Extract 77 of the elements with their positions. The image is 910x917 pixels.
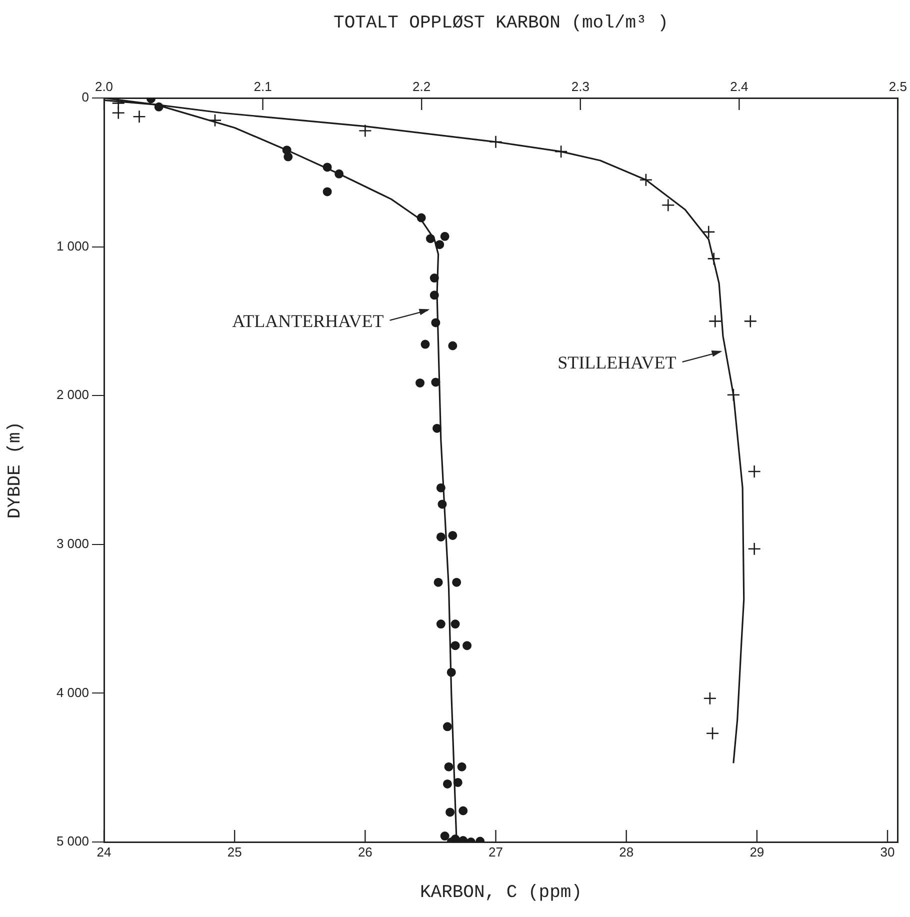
point bbox=[661, 198, 675, 212]
point bbox=[453, 778, 462, 787]
point bbox=[436, 532, 446, 542]
point bbox=[334, 169, 344, 178]
point bbox=[322, 162, 332, 172]
point bbox=[444, 762, 454, 772]
point bbox=[430, 290, 439, 300]
x2-axis-title: TOTALT OPPLØST KARBON (mol/m³ ) bbox=[334, 14, 668, 34]
point bbox=[435, 240, 444, 250]
x-tick-label: 25 bbox=[227, 844, 242, 860]
point bbox=[430, 274, 439, 283]
point bbox=[448, 341, 458, 350]
point bbox=[446, 808, 455, 817]
point bbox=[132, 110, 146, 124]
y-tick-label: 1 000 bbox=[56, 238, 89, 254]
x-tick-label: 28 bbox=[619, 844, 634, 860]
point bbox=[708, 314, 722, 328]
point bbox=[416, 378, 425, 388]
point bbox=[322, 187, 332, 196]
point bbox=[448, 530, 458, 540]
point bbox=[726, 388, 740, 402]
y-tick-label: 5 000 bbox=[56, 834, 89, 849]
point bbox=[450, 641, 460, 650]
point bbox=[284, 152, 293, 162]
point bbox=[440, 232, 450, 241]
annotation: ATLANTERHAVET bbox=[232, 311, 384, 332]
point bbox=[434, 578, 443, 587]
point bbox=[431, 318, 440, 328]
x-tick-label: 29 bbox=[750, 844, 764, 860]
point bbox=[446, 668, 456, 677]
point bbox=[639, 173, 653, 186]
point bbox=[358, 124, 372, 138]
x2-tick-label: 2.1 bbox=[254, 78, 272, 94]
point bbox=[457, 762, 466, 772]
point bbox=[112, 106, 126, 120]
point bbox=[416, 213, 426, 222]
x2-tick-label: 2.3 bbox=[571, 78, 590, 94]
point bbox=[112, 98, 126, 110]
point bbox=[440, 832, 450, 841]
point bbox=[462, 641, 472, 650]
point bbox=[458, 806, 468, 816]
x2-tick-label: 2.5 bbox=[888, 78, 908, 94]
y-axis-title: DYBDE (m) bbox=[6, 421, 26, 519]
x-axis-title: KARBON, C (ppm) bbox=[420, 882, 582, 903]
point bbox=[702, 225, 716, 239]
point bbox=[452, 578, 462, 587]
point bbox=[436, 483, 446, 492]
annotation: STILLEHAVET bbox=[558, 352, 676, 373]
point bbox=[744, 314, 758, 328]
y-tick-label: 2 000 bbox=[56, 387, 89, 402]
x2-tick-label: 2.2 bbox=[412, 78, 431, 94]
y-tick-label: 0 bbox=[82, 90, 89, 105]
point bbox=[420, 340, 430, 349]
x-tick-label: 26 bbox=[358, 844, 372, 860]
point bbox=[748, 464, 761, 478]
point bbox=[436, 620, 446, 629]
point bbox=[442, 722, 452, 732]
point bbox=[432, 424, 442, 433]
point bbox=[450, 620, 460, 629]
x-tick-label: 27 bbox=[488, 844, 503, 860]
y-tick-label: 3 000 bbox=[56, 536, 89, 551]
point bbox=[706, 726, 720, 740]
x-tick-label: 30 bbox=[880, 844, 895, 860]
x2-tick-label: 2.0 bbox=[94, 78, 114, 94]
point bbox=[554, 144, 568, 158]
point bbox=[431, 378, 440, 387]
point bbox=[442, 779, 452, 788]
point bbox=[707, 252, 720, 266]
x-tick-label: 24 bbox=[96, 844, 112, 860]
point bbox=[154, 102, 164, 112]
point bbox=[426, 234, 435, 244]
point bbox=[703, 692, 717, 706]
point bbox=[208, 114, 222, 127]
point bbox=[438, 500, 447, 509]
x2-tick-label: 2.4 bbox=[730, 78, 748, 94]
y-tick-label: 4 000 bbox=[56, 684, 89, 700]
point bbox=[748, 542, 761, 556]
